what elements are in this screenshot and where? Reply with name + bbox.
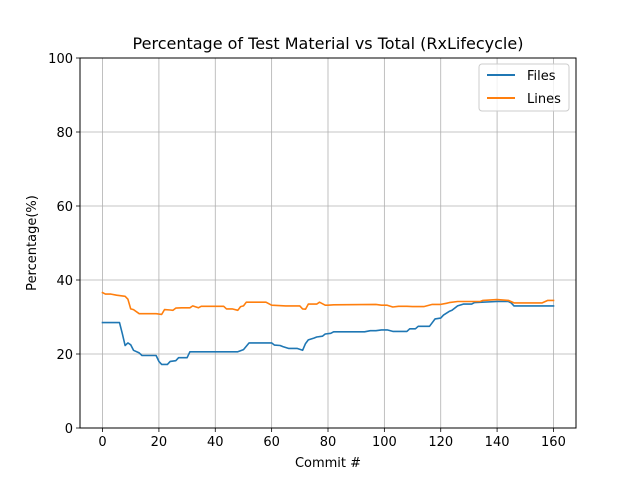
y-tick-label: 60 bbox=[56, 200, 73, 215]
x-tick-label: 60 bbox=[263, 435, 280, 450]
legend-label-lines: Lines bbox=[527, 92, 561, 107]
y-axis-label: Percentage(%) bbox=[25, 195, 40, 291]
x-tick-label: 80 bbox=[320, 435, 337, 450]
x-tick-label: 100 bbox=[372, 435, 397, 450]
series-line-lines bbox=[101, 291, 555, 316]
y-tick-label: 20 bbox=[56, 348, 73, 363]
series-lines bbox=[101, 291, 555, 366]
series-line-files bbox=[101, 300, 555, 366]
x-tick-label: 40 bbox=[207, 435, 224, 450]
legend-label-files: Files bbox=[527, 69, 556, 84]
y-tick-label: 40 bbox=[56, 274, 73, 289]
y-tick-label: 0 bbox=[65, 422, 73, 437]
x-tick-label: 0 bbox=[98, 435, 106, 450]
x-tick-label: 120 bbox=[428, 435, 453, 450]
chart-title: Percentage of Test Material vs Total (Rx… bbox=[133, 34, 524, 53]
y-tick-label: 80 bbox=[56, 126, 73, 141]
x-tick-label: 140 bbox=[485, 435, 510, 450]
x-axis-label: Commit # bbox=[295, 456, 361, 471]
y-tick-label: 100 bbox=[48, 52, 73, 67]
legend: Files Lines bbox=[478, 63, 570, 112]
x-tick-label: 160 bbox=[541, 435, 566, 450]
axis-ticks: 0 20 40 60 80 100 120 140 160 0 20 40 60 80 100 bbox=[48, 52, 566, 450]
x-tick-label: 20 bbox=[151, 435, 168, 450]
